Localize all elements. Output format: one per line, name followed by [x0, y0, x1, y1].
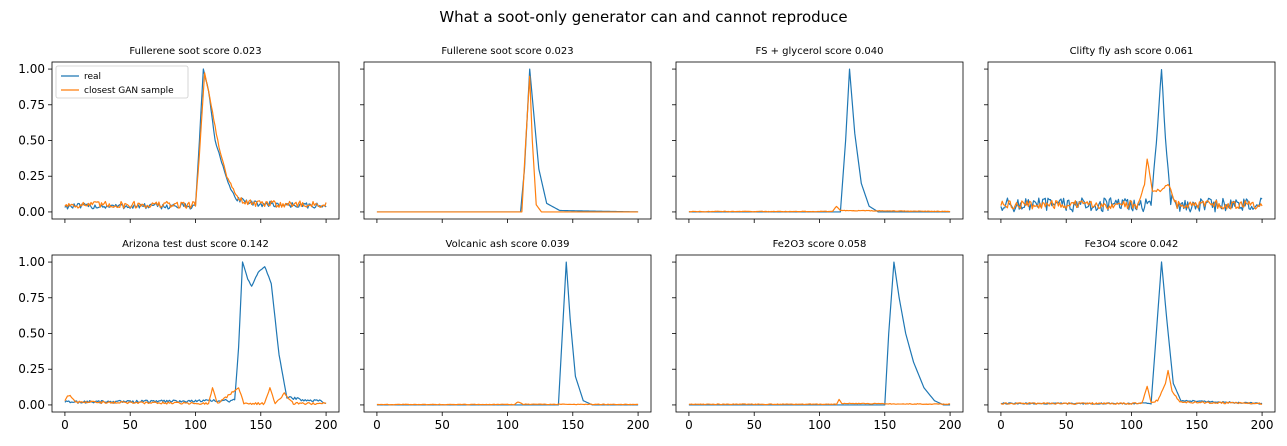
x-tick-label: 150 — [1185, 418, 1208, 432]
series-line-gan — [376, 401, 639, 406]
series-line-real — [1000, 69, 1263, 213]
x-tick-label: 50 — [435, 418, 450, 432]
series-line-gan — [688, 205, 951, 213]
subplot-title: Fe3O4 score 0.042 — [1085, 239, 1179, 250]
x-tick-label: 150 — [873, 418, 896, 432]
subplot-title: Fullerene soot score 0.023 — [129, 46, 261, 57]
subplot-6: Volcanic ash score 0.039 0 50 100 150 200 — [360, 239, 652, 432]
axes-frame — [987, 61, 1276, 220]
series-line-gan — [1000, 369, 1263, 405]
y-tick-label: 1.00 — [18, 255, 45, 269]
axes-frame — [675, 61, 964, 220]
figure-title: What a soot-only generator can and canno… — [439, 8, 848, 26]
series-line-gan — [64, 72, 327, 209]
subplot-2: Fullerene soot score 0.023 — [360, 46, 652, 223]
x-tick-label: 200 — [627, 418, 650, 432]
x-tick-label: 100 — [184, 418, 207, 432]
legend-label: real — [84, 72, 101, 82]
legend: real closest GAN sample — [55, 65, 189, 99]
axes-frame — [675, 254, 964, 413]
series-line-real — [376, 261, 639, 406]
x-tick-label: 100 — [808, 418, 831, 432]
series-line-real — [1000, 261, 1263, 405]
subplot-title: Fe2O3 score 0.058 — [773, 239, 867, 250]
x-tick-label: 50 — [1059, 418, 1074, 432]
subplot-8: Fe3O4 score 0.042 0 50 100 150 200 — [984, 239, 1276, 432]
x-tick-label: 100 — [496, 418, 519, 432]
series-line-gan — [688, 398, 951, 406]
subplot-title: Arizona test dust score 0.142 — [122, 239, 269, 250]
subplot-1: Fullerene soot score 0.023 0.00 0.25 0.50 0.… — [18, 46, 340, 223]
y-tick-label: 0.50 — [18, 327, 45, 341]
subplot-title: Clifty fly ash score 0.061 — [1070, 46, 1194, 57]
series-line-real — [688, 68, 951, 213]
legend-box — [55, 65, 189, 99]
subplot-7: Fe2O3 score 0.058 0 50 100 150 200 — [672, 239, 964, 432]
x-tick-label: 0 — [373, 418, 381, 432]
x-tick-label: 200 — [939, 418, 962, 432]
series-line-real — [688, 261, 951, 406]
x-tick-label: 100 — [1120, 418, 1143, 432]
axes-frame — [363, 61, 652, 220]
subplot-title: FS + glycerol score 0.040 — [756, 46, 884, 57]
x-tick-label: 200 — [315, 418, 338, 432]
y-tick-label: 0.25 — [18, 362, 45, 376]
x-tick-label: 0 — [61, 418, 69, 432]
x-tick-label: 50 — [747, 418, 762, 432]
y-tick-label: 0.75 — [18, 291, 45, 305]
series-line-real — [376, 68, 639, 213]
y-tick-label: 0.00 — [18, 398, 45, 412]
y-tick-label: 0.25 — [18, 169, 45, 183]
subplot-4: Clifty fly ash score 0.061 — [984, 46, 1276, 223]
y-tick-label: 0.75 — [18, 98, 45, 112]
x-tick-label: 50 — [123, 418, 138, 432]
y-tick-label: 1.00 — [18, 62, 45, 76]
x-tick-label: 0 — [997, 418, 1005, 432]
axes-frame — [987, 254, 1276, 413]
y-tick-label: 0.00 — [18, 205, 45, 219]
axes-frame — [363, 254, 652, 413]
series-line-real — [64, 261, 327, 404]
axes-frame — [51, 254, 340, 413]
x-tick-label: 0 — [685, 418, 693, 432]
y-tick-label: 0.50 — [18, 134, 45, 148]
series-line-gan — [1000, 158, 1263, 210]
series-line-gan — [64, 387, 327, 406]
subplot-3: FS + glycerol score 0.040 — [672, 46, 964, 223]
series-line-gan — [376, 75, 639, 213]
legend-label: closest GAN sample — [84, 86, 174, 96]
subplot-title: Fullerene soot score 0.023 — [441, 46, 573, 57]
subplot-5: Arizona test dust score 0.142 0 50 100 150 20… — [18, 239, 340, 432]
x-tick-label: 200 — [1251, 418, 1274, 432]
x-tick-label: 150 — [561, 418, 584, 432]
subplot-title: Volcanic ash score 0.039 — [446, 239, 570, 250]
x-tick-label: 150 — [249, 418, 272, 432]
